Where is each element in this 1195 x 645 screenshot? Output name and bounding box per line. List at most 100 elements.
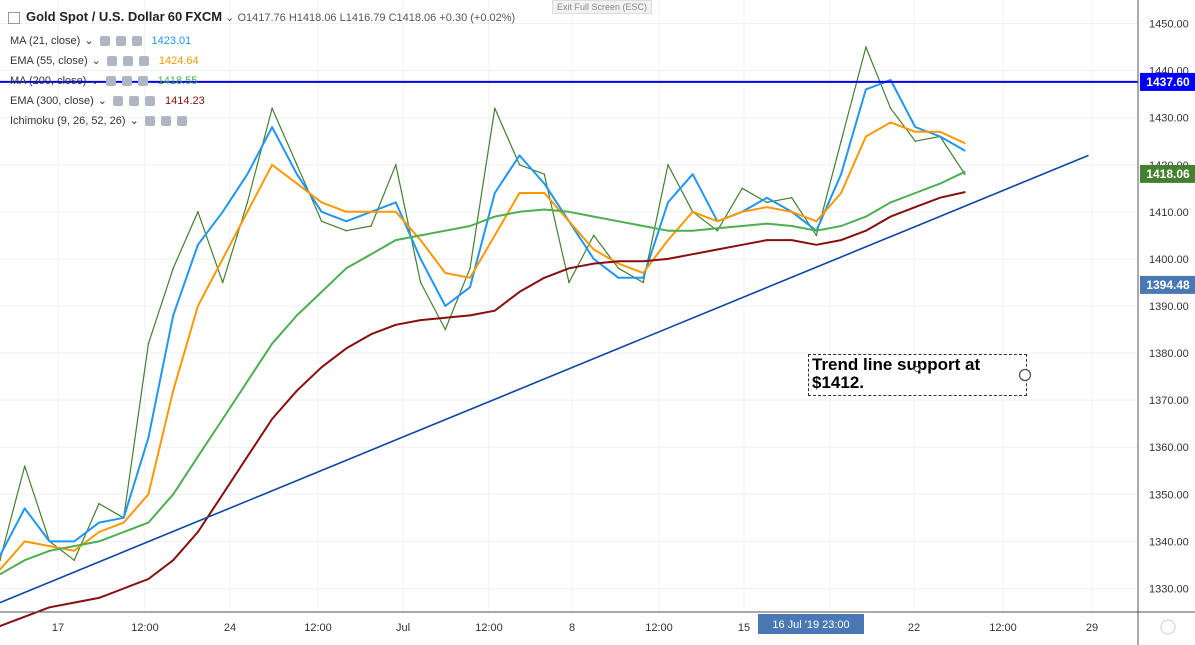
series-point: [221, 258, 224, 260]
indicator-row[interactable]: MA (200, close) ⌄ 1418.55: [10, 74, 197, 88]
series-point: [73, 550, 76, 552]
indicator-label[interactable]: EMA (300, close): [10, 94, 94, 107]
gear-icon[interactable]: [160, 115, 171, 126]
series-point: [766, 196, 768, 199]
series-point: [320, 366, 323, 369]
trendline-annotation[interactable]: Trend line support at $1412.: [808, 354, 1027, 396]
series-point: [469, 286, 471, 288]
chevron-down-icon[interactable]: ⌄: [129, 115, 139, 127]
series-point: [568, 267, 570, 270]
series-point: [741, 187, 743, 190]
x-tick-label: 8: [569, 622, 575, 634]
indicator-row[interactable]: EMA (300, close) ⌄ 1414.23: [10, 94, 205, 108]
eye-icon[interactable]: [105, 75, 116, 86]
series-point: [939, 135, 941, 138]
series-point: [716, 229, 719, 232]
x-tick-label: Jul: [396, 622, 410, 634]
series-point: [73, 559, 76, 562]
series-point: [493, 107, 496, 110]
chevron-down-icon[interactable]: ⌄: [90, 75, 100, 87]
series-point: [0, 554, 1, 557]
series-point: [617, 262, 620, 265]
chevron-down-icon[interactable]: ⌄: [84, 35, 94, 47]
indicator-row[interactable]: EMA (55, close) ⌄ 1424.64: [10, 54, 199, 68]
chevron-down-icon[interactable]: ⌄: [97, 95, 107, 107]
series-point: [865, 229, 867, 232]
y-tick-label: 1340.00: [1149, 536, 1189, 548]
series-point: [617, 267, 620, 270]
close-icon[interactable]: [137, 75, 148, 86]
x-tick-label: 16 Jul '19 23:00: [772, 619, 849, 631]
series-point: [197, 531, 199, 533]
gear-icon[interactable]: [128, 95, 139, 106]
series-point: [939, 182, 941, 185]
series-point: [840, 192, 842, 194]
series-point: [518, 291, 521, 293]
series-point: [98, 531, 100, 533]
series-point: [122, 517, 125, 519]
series-point: [691, 253, 694, 256]
x-tick-label: 12:00: [304, 622, 332, 634]
gear-icon[interactable]: [115, 35, 126, 46]
eye-icon[interactable]: [106, 55, 117, 66]
indicator-label[interactable]: MA (21, close): [10, 34, 81, 47]
eye-icon[interactable]: [144, 115, 155, 126]
series-point: [493, 309, 496, 312]
series-point: [469, 267, 471, 270]
series-point: [642, 225, 645, 227]
series-point: [345, 267, 348, 270]
series-point: [642, 281, 645, 284]
series-point: [73, 540, 76, 543]
exit-full-screen-button[interactable]: Exit Full Screen (ESC): [552, 0, 653, 14]
x-tick-label: 29: [1086, 622, 1098, 634]
annotation-handle-icon[interactable]: [1017, 367, 1033, 383]
close-icon[interactable]: [144, 95, 155, 106]
series-point: [246, 455, 249, 458]
series-point: [964, 173, 966, 175]
close-icon[interactable]: [176, 115, 187, 126]
series-point: [48, 550, 51, 552]
chevron-down-icon[interactable]: ⌄: [91, 55, 101, 67]
series-point: [914, 206, 917, 208]
series-point: [964, 171, 966, 173]
indicator-label[interactable]: MA (200, close): [10, 74, 87, 87]
series-line: [0, 191, 966, 628]
series-point: [691, 229, 694, 232]
series-point: [147, 342, 150, 345]
indicator-row[interactable]: MA (21, close) ⌄ 1423.01: [10, 34, 191, 48]
indicator-label[interactable]: Ichimoku (9, 26, 52, 26): [10, 114, 126, 127]
series-point: [48, 545, 51, 547]
interval[interactable]: 60: [167, 9, 183, 24]
series-point: [667, 163, 669, 166]
series-point: [172, 314, 174, 317]
collapse-icon[interactable]: [8, 12, 20, 25]
series-line: [0, 121, 966, 571]
indicator-row[interactable]: Ichimoku (9, 26, 52, 26) ⌄: [10, 114, 187, 127]
series-point: [568, 220, 570, 223]
series-point: [73, 545, 76, 547]
price-badge: [1140, 164, 1195, 183]
x-tick-label: 17: [52, 622, 64, 634]
close-icon[interactable]: [138, 55, 149, 66]
close-icon[interactable]: [131, 35, 142, 46]
eye-icon[interactable]: [99, 35, 110, 46]
series-point: [889, 215, 892, 218]
annotation-anchor-icon[interactable]: [913, 365, 921, 373]
series-point: [296, 173, 298, 175]
series-point: [741, 244, 743, 246]
series-point: [766, 201, 768, 204]
gear-icon[interactable]: [122, 55, 133, 66]
chevron-down-icon[interactable]: ⌄: [225, 12, 235, 24]
series-point: [865, 215, 867, 218]
eye-icon[interactable]: [112, 95, 123, 106]
gear-icon[interactable]: [121, 75, 132, 86]
series-point: [320, 211, 323, 213]
series-point: [518, 154, 521, 157]
series-point: [444, 328, 447, 331]
series-point: [147, 437, 150, 439]
indicator-label[interactable]: EMA (55, close): [10, 54, 88, 67]
series-point: [296, 389, 298, 392]
series-point: [914, 192, 917, 194]
